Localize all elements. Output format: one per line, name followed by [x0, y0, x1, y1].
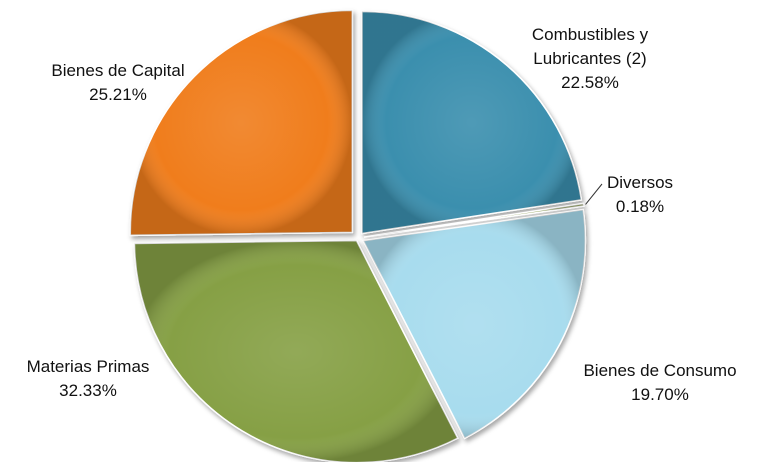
diversos-leader-line [585, 183, 603, 205]
slice-label-materias-primas: Materias Primas 32.33% [27, 357, 150, 400]
pie-slice-diversos [363, 202, 585, 238]
slice-value-label: 32.33% [59, 381, 117, 400]
slice-value-label: 22.58% [561, 73, 619, 92]
slice-value-label: 19.70% [631, 385, 689, 404]
pie-slice-bienes-consumo [362, 208, 587, 440]
slice-category-label: Materias Primas [27, 357, 150, 376]
slice-value-label: 0.18% [616, 197, 664, 216]
slice-category-label: Combustibles y [532, 25, 649, 44]
pie-slice-combustibles [361, 10, 583, 235]
slice-category-label: Lubricantes (2) [533, 49, 646, 68]
slice-category-label: Diversos [607, 173, 673, 192]
slice-value-label: 25.21% [89, 85, 147, 104]
pie-slice-bienes-capital [129, 9, 354, 237]
pie-slice-materias-primas [133, 239, 459, 462]
slice-category-label: Bienes de Consumo [583, 361, 736, 380]
slice-label-combustibles: Combustibles y Lubricantes (2) 22.58% [532, 25, 649, 92]
slice-category-label: Bienes de Capital [51, 61, 184, 80]
slice-label-diversos: Diversos 0.18% [607, 173, 673, 216]
slice-label-bienes-consumo: Bienes de Consumo 19.70% [583, 361, 736, 404]
slice-label-bienes-capital: Bienes de Capital 25.21% [51, 61, 184, 104]
